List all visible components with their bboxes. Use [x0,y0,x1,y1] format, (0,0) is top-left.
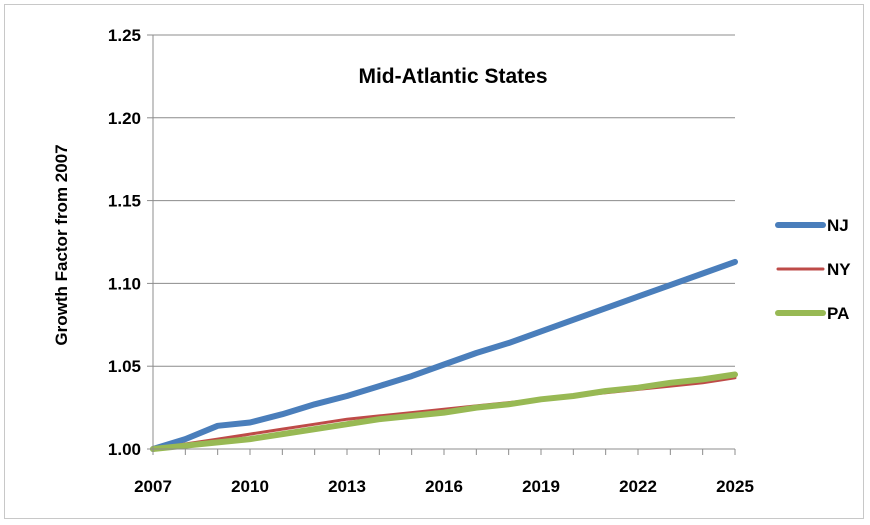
series-lines [150,258,738,452]
y-tick-label: 1.05 [108,357,141,376]
x-tick-label: 2025 [716,477,754,496]
y-tick-label: 1.00 [108,440,141,459]
y-axis-title: Growth Factor from 2007 [52,144,71,345]
y-tick-label: 1.15 [108,192,141,211]
line-chart: 1.00 1.05 1.10 1.15 1.20 1.25 2007 2010 2013 2016… [52,26,851,496]
series-line-pa [150,371,738,452]
y-tick-label: 1.25 [108,26,141,45]
x-tick-label: 2022 [619,477,657,496]
y-tick-label: 1.20 [108,109,141,128]
chart-title: Mid-Atlantic States [358,65,547,88]
chart-frame: 1.00 1.05 1.10 1.15 1.20 1.25 2007 2010 2013 2016… [4,4,864,519]
legend: NJ NY PA [775,216,851,323]
x-tick-label: 2013 [328,477,366,496]
x-tick-label: 2007 [134,477,172,496]
y-tick-label: 1.10 [108,274,141,293]
series-line-nj [150,258,738,452]
x-tick-label: 2016 [425,477,463,496]
x-tick-label: 2010 [231,477,269,496]
legend-label-ny: NY [827,260,851,279]
legend-label-pa: PA [827,304,849,323]
legend-label-nj: NJ [827,216,849,235]
x-tick-label: 2019 [522,477,560,496]
axes: 1.00 1.05 1.10 1.15 1.20 1.25 2007 2010 2013 2016… [108,26,754,496]
